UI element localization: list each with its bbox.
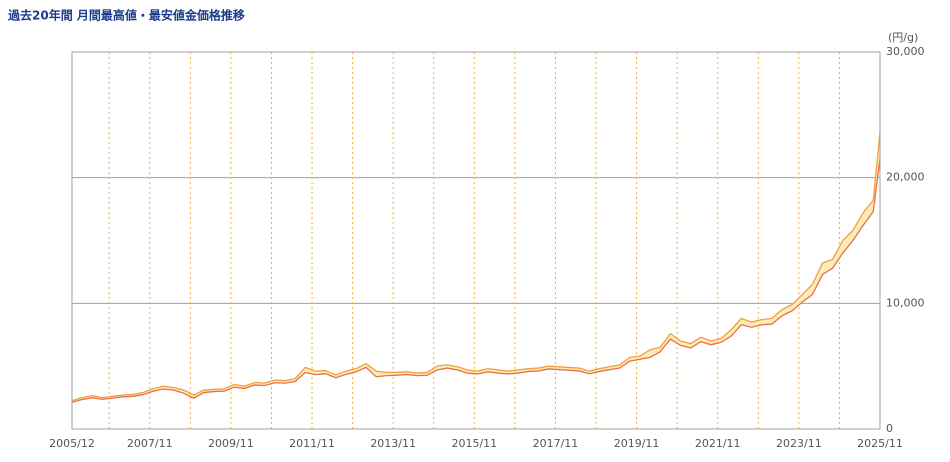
y-tick-label: 20,000	[886, 171, 925, 184]
price-line	[71, 132, 881, 402]
x-tick-label: 2009/11	[208, 437, 254, 450]
x-tick-label: 2015/11	[451, 437, 497, 450]
price-line	[71, 158, 881, 403]
x-tick-label: 2017/11	[533, 437, 579, 450]
x-tick-label: 2007/11	[127, 437, 173, 450]
y-tick-label: 0	[886, 422, 893, 435]
x-tick-label: 2013/11	[370, 437, 416, 450]
y-tick-label: 30,000	[886, 45, 925, 58]
y-unit: (円/g)	[888, 31, 918, 44]
plot-border	[71, 51, 881, 430]
x-tick-label: 2021/11	[695, 437, 741, 450]
y-tick-label: 10,000	[886, 296, 925, 309]
x-tick-label: 2025/11	[857, 437, 903, 450]
chart-title: 過去20年間 月間最高値・最安値金価格推移	[7, 8, 245, 23]
x-tick-label: 2019/11	[614, 437, 660, 450]
x-tick-label: 2011/11	[289, 437, 335, 450]
x-tick-label: 2005/12	[49, 437, 95, 450]
range-band	[72, 132, 880, 403]
x-tick-label: 2023/11	[776, 437, 822, 450]
